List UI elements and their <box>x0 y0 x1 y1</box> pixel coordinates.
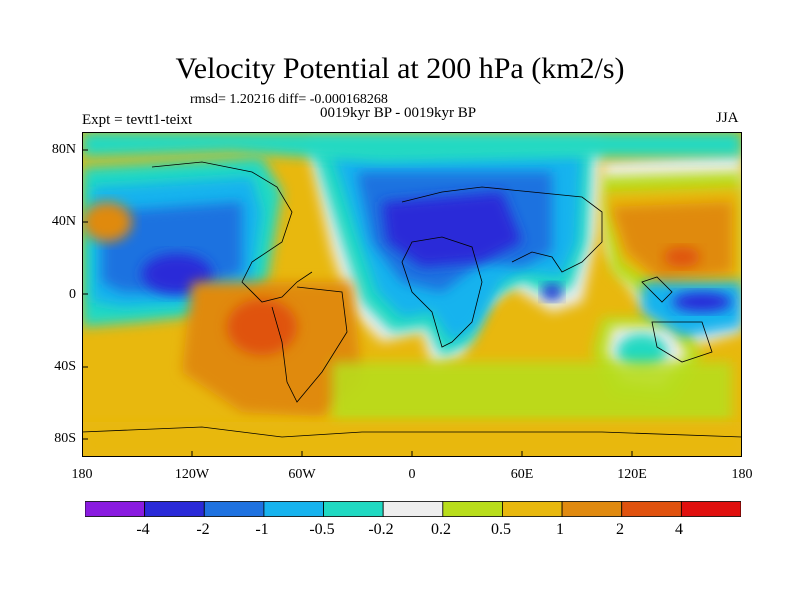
lon-label-60e: 60E <box>510 467 534 482</box>
colorbar-label: -0.2 <box>368 521 394 538</box>
period-text: 0019kyr BP - 0019kyr BP <box>320 105 477 121</box>
colorbar-box <box>502 501 563 517</box>
field-contours <box>82 132 742 457</box>
lon-label-0: 0 <box>408 467 416 482</box>
colorbar-box <box>85 501 146 517</box>
colorbar <box>85 501 741 517</box>
colorbar-box <box>382 501 444 517</box>
colorbar-box <box>144 501 205 517</box>
colorbar-label: 4 <box>675 521 683 538</box>
lon-label-120w: 120W <box>174 467 210 482</box>
lon-label-180e: 180 <box>731 467 753 482</box>
colorbar-box <box>442 501 503 517</box>
lon-label-120e: 120E <box>617 467 647 482</box>
colorbar-label: -1 <box>255 521 269 538</box>
lon-label-60w: 60W <box>288 467 316 482</box>
lon-label-180w: 180 <box>71 467 93 482</box>
lat-label-80n: 80N <box>51 142 76 157</box>
colorbar-label: -4 <box>136 521 150 538</box>
velocity-potential-map <box>82 132 742 457</box>
season-label: JJA <box>716 110 739 126</box>
colorbar-label: 1 <box>556 521 564 538</box>
map-ticks <box>82 149 633 457</box>
coastlines <box>82 161 742 438</box>
lat-label-40n: 40N <box>51 214 76 229</box>
colorbar-box <box>561 501 623 517</box>
colorbar-label: 2 <box>616 521 624 538</box>
colorbar-box <box>621 501 682 517</box>
colorbar-box <box>263 501 324 517</box>
lat-label-40s: 40S <box>54 359 76 374</box>
colorbar-box <box>203 501 265 517</box>
colorbar-box <box>323 501 384 517</box>
colorbar-label: 0.5 <box>491 521 511 538</box>
lat-label-80s: 80S <box>54 431 76 446</box>
colorbar-box <box>680 501 741 517</box>
stats-text: rmsd= 1.20216 diff= -0.000168268 <box>190 92 388 107</box>
experiment-label: Expt = tevtt1-teixt <box>82 112 193 128</box>
lat-label-0: 0 <box>69 287 76 302</box>
map-title: Velocity Potential at 200 hPa (km2/s) <box>175 52 625 85</box>
colorbar-label: -0.5 <box>309 521 335 538</box>
colorbar-label: -2 <box>196 521 210 538</box>
colorbar-label: 0.2 <box>431 521 451 538</box>
